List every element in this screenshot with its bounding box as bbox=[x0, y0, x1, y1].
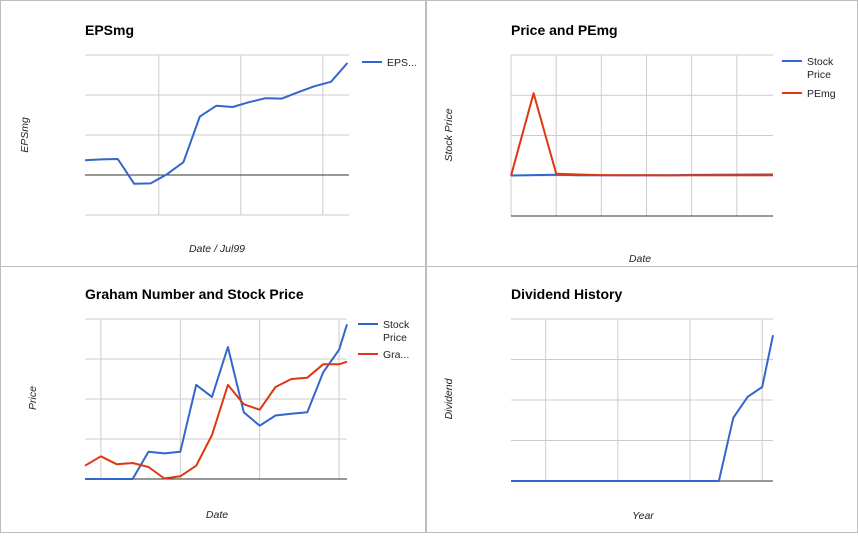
dividend-chart: Dividend History Year Dividend bbox=[443, 286, 774, 522]
y-axis-label: EPSmg bbox=[19, 117, 31, 153]
chart-title: Price and PEmg bbox=[511, 22, 618, 38]
graham-chart-panel: Graham Number and Stock Price Stock Price… bbox=[0, 266, 426, 533]
graham-chart: Graham Number and Stock Price Stock Price… bbox=[27, 286, 410, 521]
y-axis-label: Stock Price bbox=[443, 108, 455, 161]
x-axis-label: Date bbox=[629, 253, 651, 265]
dividend-chart-panel: Dividend History Year Dividend bbox=[426, 266, 858, 533]
y-axis-label: Price bbox=[27, 386, 39, 410]
legend-label-0: Stock Price bbox=[807, 56, 834, 81]
x-axis-label: Date / Jul99 bbox=[189, 243, 245, 255]
legend-label-1: PEmg bbox=[807, 88, 836, 100]
y-axis-label: Dividend bbox=[443, 377, 455, 419]
x-axis-label: Date bbox=[206, 509, 228, 521]
chart-title: Dividend History bbox=[511, 286, 622, 302]
price-pe-chart: Price and PEmg Stock Price PEmg Date Stock… bbox=[443, 22, 836, 265]
chart-title: EPSmg bbox=[85, 22, 134, 38]
eps-chart-panel: EPSmg EPS... Date / Jul99 EPSmg bbox=[0, 0, 426, 267]
legend-label-0: Stock Price bbox=[383, 319, 410, 344]
series-line-1 bbox=[84, 360, 348, 480]
series-line-0 bbox=[511, 334, 774, 482]
series-line-0 bbox=[85, 324, 348, 480]
price-pe-chart-panel: Price and PEmg Stock Price PEmg Date Stock… bbox=[426, 0, 858, 267]
x-axis-label: Year bbox=[632, 510, 654, 522]
series-line-0 bbox=[84, 62, 349, 185]
eps-chart: EPSmg EPS... Date / Jul99 EPSmg bbox=[19, 22, 417, 255]
legend-label-1: Gra... bbox=[383, 349, 409, 361]
chart-title: Graham Number and Stock Price bbox=[85, 286, 304, 302]
legend-label-0: EPS... bbox=[387, 57, 417, 69]
series-line-1 bbox=[510, 92, 773, 177]
